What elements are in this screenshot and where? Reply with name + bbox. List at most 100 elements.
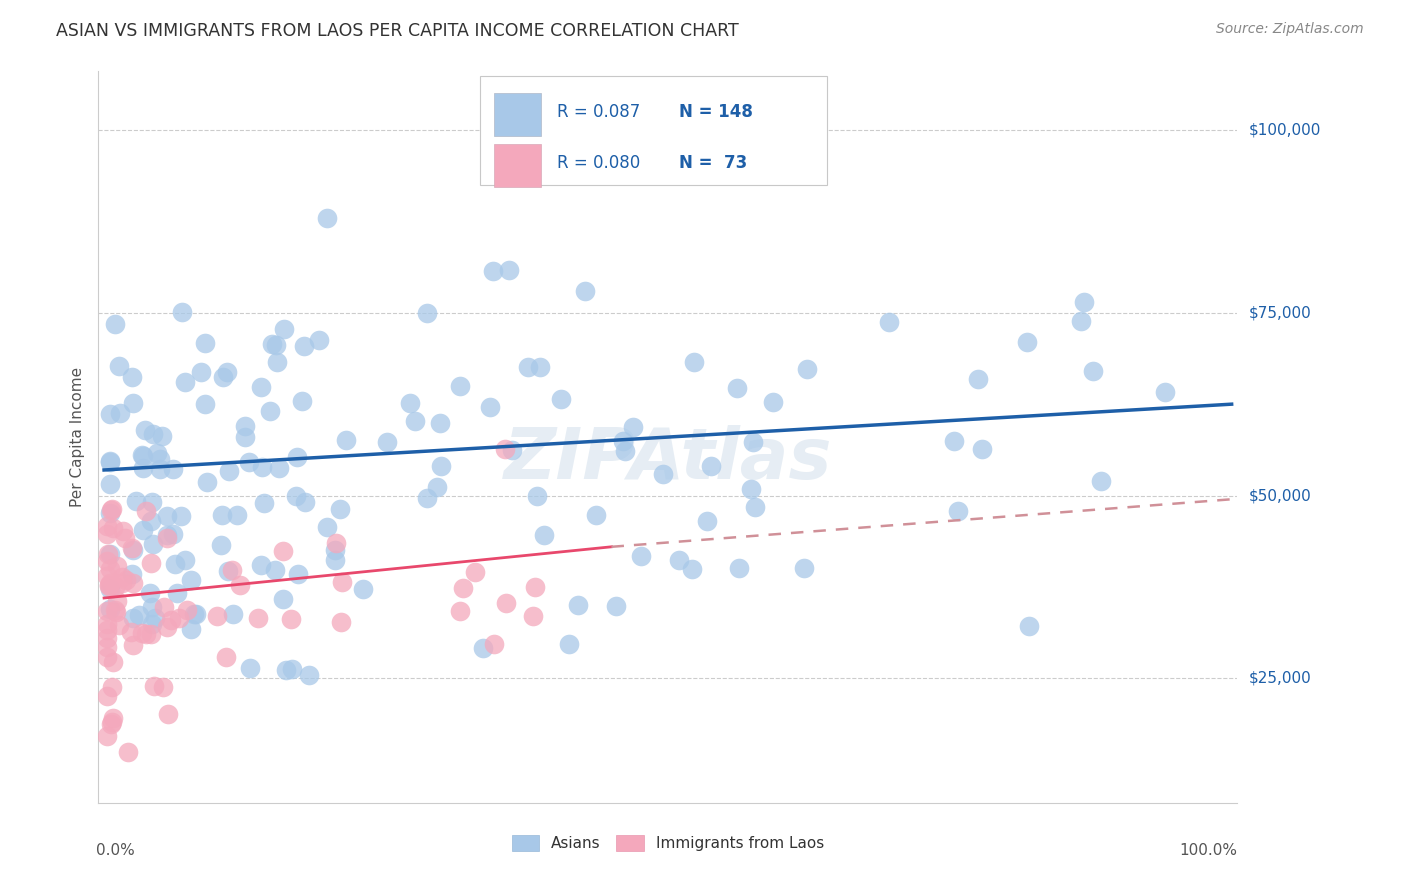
- Point: [226, 508, 249, 522]
- Point: [98, 562, 121, 576]
- Point: [97, 578, 120, 592]
- Point: [180, 623, 202, 637]
- Point: [112, 524, 135, 539]
- Point: [1018, 618, 1040, 632]
- Point: [114, 531, 136, 545]
- Point: [259, 404, 281, 418]
- Point: [271, 591, 294, 606]
- Point: [98, 601, 121, 615]
- Point: [942, 434, 965, 449]
- Point: [250, 558, 273, 572]
- Point: [280, 662, 302, 676]
- Point: [416, 491, 439, 505]
- Point: [285, 489, 308, 503]
- Point: [287, 566, 309, 581]
- Point: [101, 680, 124, 694]
- Point: [105, 605, 128, 619]
- Point: [271, 543, 294, 558]
- Point: [273, 322, 295, 336]
- Point: [449, 378, 471, 392]
- FancyBboxPatch shape: [494, 145, 541, 186]
- Point: [233, 418, 256, 433]
- Text: 0.0%: 0.0%: [96, 843, 135, 858]
- Point: [481, 264, 503, 278]
- Point: [249, 379, 271, 393]
- Point: [122, 395, 145, 409]
- Point: [567, 599, 589, 613]
- Point: [170, 508, 193, 523]
- Point: [252, 495, 274, 509]
- Point: [156, 620, 179, 634]
- Point: [517, 359, 540, 374]
- Point: [405, 414, 427, 428]
- Point: [103, 520, 125, 534]
- Point: [742, 435, 765, 450]
- Point: [183, 607, 205, 622]
- Point: [238, 455, 260, 469]
- Point: [121, 541, 143, 555]
- Point: [152, 681, 174, 695]
- Point: [115, 574, 138, 588]
- Point: [104, 603, 127, 617]
- Point: [108, 359, 131, 374]
- Point: [131, 625, 153, 640]
- Point: [110, 406, 132, 420]
- Point: [153, 599, 176, 614]
- Point: [193, 335, 215, 350]
- Point: [135, 504, 157, 518]
- Point: [98, 453, 121, 467]
- Text: ASIAN VS IMMIGRANTS FROM LAOS PER CAPITA INCOME CORRELATION CHART: ASIAN VS IMMIGRANTS FROM LAOS PER CAPITA…: [56, 22, 740, 40]
- Point: [98, 407, 121, 421]
- Point: [211, 508, 233, 522]
- Point: [652, 467, 675, 482]
- Point: [186, 607, 208, 622]
- Point: [329, 615, 352, 630]
- Point: [464, 566, 486, 580]
- Point: [96, 640, 118, 654]
- Point: [970, 442, 993, 457]
- Point: [683, 355, 706, 369]
- Point: [98, 575, 121, 590]
- Point: [165, 558, 187, 572]
- Point: [105, 558, 128, 573]
- Point: [325, 536, 347, 550]
- Point: [141, 617, 163, 632]
- Point: [194, 397, 217, 411]
- Point: [96, 729, 118, 743]
- Point: [574, 284, 596, 298]
- Point: [1073, 294, 1095, 309]
- Point: [138, 585, 160, 599]
- Point: [173, 553, 195, 567]
- Point: [728, 561, 751, 575]
- Point: [550, 392, 572, 407]
- Point: [111, 576, 134, 591]
- Point: [103, 317, 125, 331]
- Point: [429, 416, 451, 430]
- Point: [291, 393, 314, 408]
- Point: [128, 608, 150, 623]
- Point: [121, 576, 143, 591]
- Point: [426, 480, 449, 494]
- Point: [451, 581, 474, 595]
- Point: [696, 514, 718, 528]
- Point: [498, 262, 520, 277]
- Point: [276, 663, 298, 677]
- Point: [121, 611, 143, 625]
- Point: [141, 627, 163, 641]
- Point: [156, 531, 179, 545]
- Point: [157, 706, 180, 721]
- Text: R = 0.080: R = 0.080: [557, 153, 641, 171]
- Point: [700, 459, 723, 474]
- Point: [149, 451, 172, 466]
- Point: [1070, 313, 1092, 327]
- Point: [170, 305, 193, 319]
- Point: [103, 655, 125, 669]
- Point: [150, 429, 173, 443]
- Point: [621, 419, 644, 434]
- Point: [239, 661, 262, 675]
- Point: [449, 604, 471, 618]
- Point: [877, 315, 900, 329]
- Point: [141, 556, 163, 570]
- FancyBboxPatch shape: [494, 94, 541, 136]
- Point: [162, 462, 184, 476]
